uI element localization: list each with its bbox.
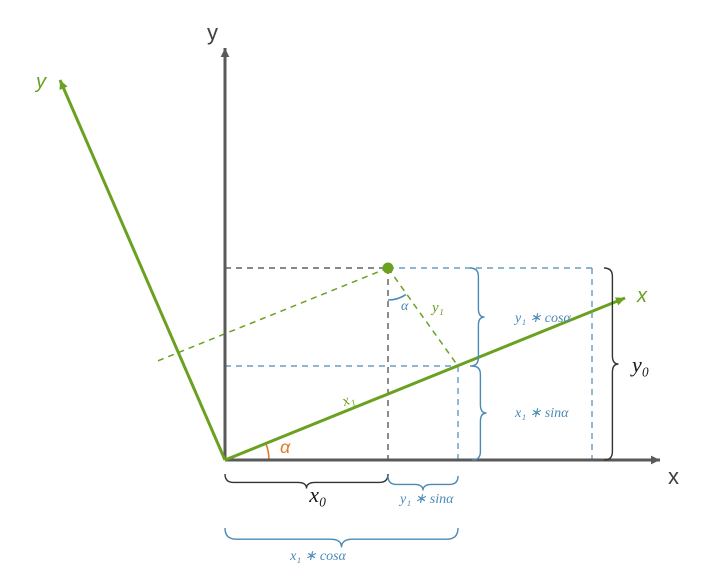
dash-green-perp bbox=[388, 268, 458, 366]
rot-y-axis-label: y bbox=[34, 71, 47, 93]
y1-sina-label: y₁ ∗ sinα bbox=[398, 492, 454, 507]
brace-x1sina bbox=[472, 366, 487, 460]
x1-cosa-label: x₁ ∗ cosα bbox=[289, 549, 346, 564]
brace-y1cosa bbox=[470, 268, 485, 366]
y-axis-label: y bbox=[207, 20, 218, 45]
x-axis-label: x bbox=[668, 464, 679, 489]
brace-x0 bbox=[225, 474, 388, 489]
dash-green-parallel bbox=[155, 268, 388, 362]
alpha-point-label: α bbox=[401, 299, 409, 314]
brace-y1sina bbox=[388, 476, 458, 491]
x0-label: x₀ bbox=[308, 482, 326, 507]
y1-label: y₁ bbox=[430, 300, 444, 316]
angle-alpha-origin bbox=[266, 444, 269, 460]
rot-x-axis-label: x bbox=[636, 285, 648, 307]
brace-y0 bbox=[604, 268, 619, 460]
x1-sina-label: x₁ ∗ sinα bbox=[514, 406, 569, 421]
brace-x1cosa bbox=[225, 528, 458, 547]
alpha-origin-label: α bbox=[280, 437, 291, 457]
y1-cosa-label: y₁ ∗ cosα bbox=[513, 311, 571, 326]
y0-label: y₀ bbox=[630, 352, 649, 377]
point-p bbox=[383, 263, 393, 273]
